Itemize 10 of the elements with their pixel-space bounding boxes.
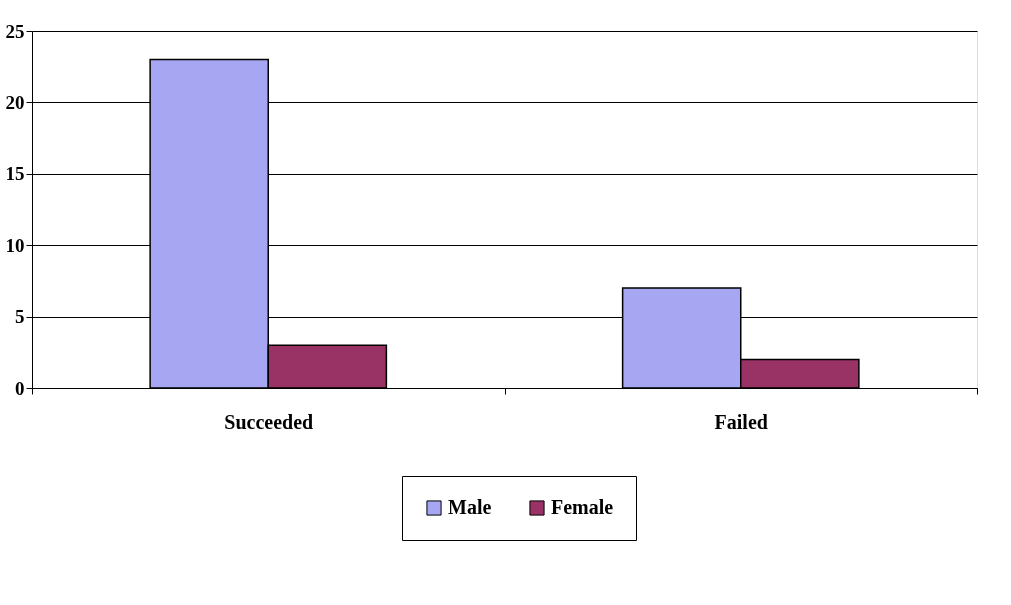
x-tick-label: Failed <box>714 410 768 433</box>
y-tick-label: 5 <box>15 306 25 328</box>
y-tick-label: 0 <box>15 377 25 399</box>
y-tick-label: 10 <box>5 234 25 256</box>
y-tick-label: 20 <box>5 91 25 113</box>
y-tick-label: 25 <box>5 20 25 42</box>
legend-label: Male <box>448 496 492 518</box>
legend-label: Female <box>551 496 614 518</box>
y-tick-label: 15 <box>5 163 25 185</box>
x-tick-label: Succeeded <box>224 410 314 433</box>
